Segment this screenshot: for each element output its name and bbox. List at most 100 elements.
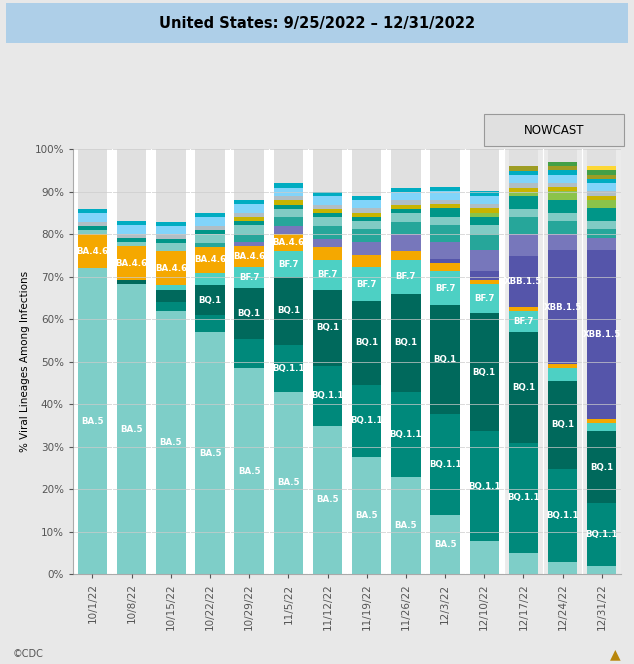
Bar <box>195 230 224 234</box>
Bar <box>587 229 616 238</box>
Bar <box>548 149 577 162</box>
Bar <box>235 234 264 242</box>
Text: ▲: ▲ <box>610 647 620 662</box>
Bar <box>430 208 460 216</box>
Bar <box>508 149 538 167</box>
Text: BA.4.6: BA.4.6 <box>194 256 226 264</box>
Bar <box>587 250 616 419</box>
Text: BA.4.6: BA.4.6 <box>233 252 265 261</box>
Bar <box>274 201 303 205</box>
Bar <box>548 381 577 469</box>
Bar <box>508 443 538 553</box>
Bar <box>274 345 303 392</box>
Text: BQ.1: BQ.1 <box>198 295 221 305</box>
Bar <box>548 200 577 212</box>
Bar <box>508 175 538 183</box>
Text: BF.7: BF.7 <box>278 260 299 269</box>
Bar <box>548 212 577 221</box>
Text: BQ.1: BQ.1 <box>316 323 339 333</box>
Y-axis label: % Viral Lineages Among Infections: % Viral Lineages Among Infections <box>20 272 30 452</box>
Bar <box>548 171 577 175</box>
Text: BQ.1: BQ.1 <box>394 338 417 347</box>
Bar <box>470 225 499 234</box>
Bar <box>587 179 616 183</box>
Bar <box>235 221 264 225</box>
Bar <box>587 419 616 423</box>
Bar <box>391 234 420 252</box>
Bar <box>117 246 146 280</box>
Bar <box>78 213 107 222</box>
Bar <box>156 226 186 234</box>
Text: BA.5: BA.5 <box>277 479 300 487</box>
Bar <box>274 252 303 277</box>
Bar <box>430 225 460 242</box>
Bar <box>508 171 538 175</box>
Bar <box>352 196 382 200</box>
Bar <box>156 311 186 574</box>
Bar <box>587 566 616 574</box>
Text: XBB.1.5: XBB.1.5 <box>543 303 581 311</box>
Bar <box>508 307 538 311</box>
Bar <box>587 423 616 432</box>
Bar <box>430 259 460 263</box>
Bar <box>313 209 342 213</box>
Bar <box>587 175 616 179</box>
Text: BQ.1: BQ.1 <box>434 355 456 365</box>
Bar <box>470 540 499 574</box>
Text: BQ.1.1: BQ.1.1 <box>390 430 422 439</box>
Bar <box>313 205 342 209</box>
Bar <box>195 247 224 273</box>
Text: XBB.1.5: XBB.1.5 <box>504 277 543 286</box>
Bar <box>195 315 224 332</box>
Bar <box>391 192 420 201</box>
Text: BQ.1: BQ.1 <box>473 368 496 377</box>
Bar <box>235 267 264 288</box>
Bar <box>470 432 499 540</box>
Bar <box>156 286 186 290</box>
Text: BQ.1.1: BQ.1.1 <box>272 364 304 373</box>
Bar <box>235 212 264 216</box>
Bar <box>548 562 577 574</box>
Bar <box>117 225 146 234</box>
Bar <box>508 188 538 192</box>
Bar <box>430 305 460 414</box>
Bar <box>78 209 107 213</box>
Bar <box>508 553 538 574</box>
Bar <box>313 226 342 238</box>
Text: BQ.1: BQ.1 <box>277 306 300 315</box>
Text: BQ.1.1: BQ.1.1 <box>351 416 383 425</box>
Bar <box>313 196 342 205</box>
Bar <box>313 366 342 426</box>
Bar <box>430 263 460 272</box>
Bar <box>430 272 460 305</box>
Bar <box>352 254 382 267</box>
Bar <box>235 242 264 246</box>
Bar <box>391 477 420 574</box>
Bar <box>117 242 146 246</box>
Bar <box>430 187 460 191</box>
Bar <box>470 196 499 204</box>
Bar <box>391 392 420 477</box>
Bar <box>548 234 577 250</box>
Bar <box>235 339 264 369</box>
Bar <box>470 204 499 208</box>
Text: BF.7: BF.7 <box>317 270 338 280</box>
Text: BF.7: BF.7 <box>239 273 259 282</box>
Bar <box>548 175 577 183</box>
Bar <box>508 167 538 171</box>
Bar <box>548 221 577 234</box>
Text: BA.4.6: BA.4.6 <box>115 258 148 268</box>
Bar <box>587 208 616 221</box>
Bar <box>117 234 146 238</box>
Bar <box>274 226 303 234</box>
Text: BA.4.6: BA.4.6 <box>77 247 108 256</box>
Bar <box>156 302 186 311</box>
Text: BQ.1.1: BQ.1.1 <box>547 511 579 520</box>
Text: BQ.1.1: BQ.1.1 <box>585 530 618 539</box>
Bar <box>235 204 264 212</box>
Bar <box>587 191 616 196</box>
Bar <box>391 222 420 234</box>
Bar <box>313 247 342 260</box>
Bar <box>274 205 303 209</box>
Text: BA.5: BA.5 <box>81 417 104 426</box>
